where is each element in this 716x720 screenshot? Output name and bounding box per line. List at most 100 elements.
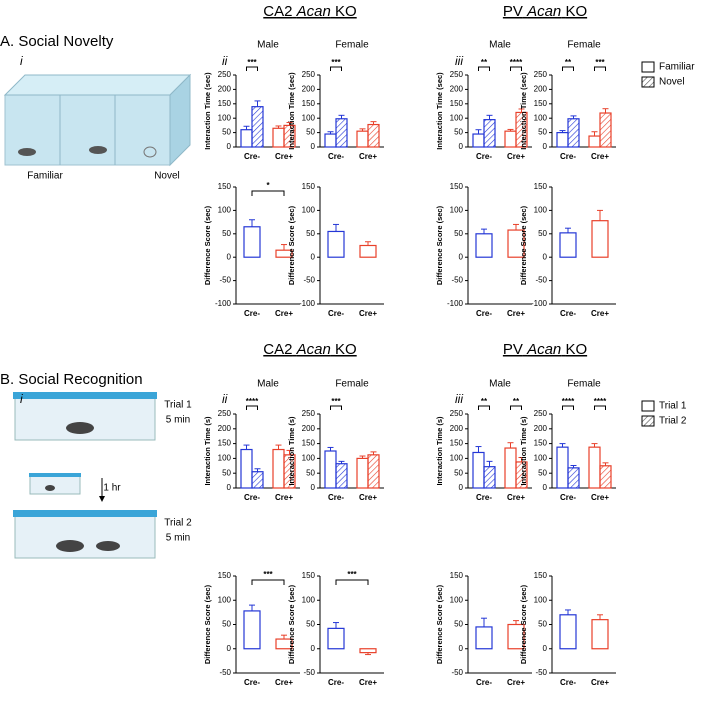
significance-label: ** bbox=[481, 58, 488, 67]
legend-label: Trial 1 bbox=[659, 401, 687, 412]
y-axis-label: Difference Score (sec) bbox=[287, 205, 296, 285]
significance-bracket bbox=[594, 405, 606, 410]
bar bbox=[240, 129, 253, 148]
y-tick-label: 0 bbox=[543, 644, 548, 653]
y-tick-label: 50 bbox=[222, 620, 231, 629]
bar bbox=[251, 106, 264, 148]
bar bbox=[599, 465, 612, 489]
group-title-part: KO bbox=[565, 3, 587, 20]
y-tick-label: 100 bbox=[534, 454, 548, 463]
y-tick-label: 150 bbox=[450, 99, 464, 108]
significance-bracket bbox=[510, 405, 522, 410]
significance-bracket bbox=[594, 66, 606, 71]
x-tick-label: Cre- bbox=[244, 152, 260, 161]
y-tick-label: 200 bbox=[534, 85, 548, 94]
bar bbox=[324, 450, 337, 489]
illustration-label: 5 min bbox=[166, 415, 190, 426]
significance-label: ** bbox=[565, 58, 572, 67]
significance-label: ** bbox=[513, 397, 520, 406]
y-axis-label: Interaction Time (s) bbox=[519, 416, 528, 486]
significance-label: *** bbox=[347, 570, 357, 579]
y-tick-label: -100 bbox=[215, 299, 232, 308]
bar bbox=[483, 466, 496, 489]
bar bbox=[567, 467, 580, 489]
panel-label: ii bbox=[222, 54, 228, 68]
y-axis-label: Interaction Time (sec) bbox=[287, 72, 296, 150]
y-tick-label: 100 bbox=[218, 595, 232, 604]
group-title-part: CA2 bbox=[263, 341, 292, 358]
three-chamber-illustration bbox=[3, 73, 192, 167]
bar bbox=[559, 614, 577, 650]
x-tick-label: Cre- bbox=[328, 152, 344, 161]
bar bbox=[356, 130, 369, 148]
legend-label: Trial 2 bbox=[659, 416, 687, 427]
y-axis-label: Difference Score (sec) bbox=[519, 205, 528, 285]
significance-label: * bbox=[266, 181, 270, 190]
y-tick-label: 200 bbox=[218, 85, 232, 94]
y-tick-label: 0 bbox=[311, 483, 316, 492]
y-tick-label: 0 bbox=[543, 142, 548, 151]
bar bbox=[272, 127, 285, 148]
y-tick-label: 100 bbox=[302, 454, 316, 463]
illustration-label: Familiar bbox=[27, 171, 63, 182]
x-tick-label: Cre+ bbox=[591, 152, 609, 161]
y-axis-label: Difference Score (sec) bbox=[435, 584, 444, 664]
y-tick-label: 50 bbox=[538, 128, 547, 137]
significance-label: *** bbox=[247, 58, 257, 67]
significance-bracket bbox=[330, 405, 342, 410]
x-tick-label: Cre+ bbox=[359, 152, 377, 161]
x-tick-label: Cre- bbox=[560, 493, 576, 502]
bar bbox=[559, 232, 577, 258]
y-tick-label: 250 bbox=[218, 409, 232, 418]
y-tick-label: 150 bbox=[534, 571, 548, 580]
y-tick-label: 100 bbox=[218, 206, 232, 215]
y-tick-label: -100 bbox=[299, 299, 316, 308]
y-tick-label: 0 bbox=[459, 142, 464, 151]
chart-subtitle: Female bbox=[567, 379, 601, 390]
y-tick-label: 100 bbox=[534, 206, 548, 215]
bar bbox=[556, 132, 569, 148]
y-tick-label: 0 bbox=[543, 483, 548, 492]
bar bbox=[367, 123, 380, 148]
bar bbox=[367, 454, 380, 489]
significance-bracket bbox=[246, 405, 258, 410]
y-tick-label: 50 bbox=[222, 128, 231, 137]
y-tick-label: 0 bbox=[311, 142, 316, 151]
bar bbox=[567, 118, 580, 148]
y-tick-label: 150 bbox=[302, 99, 316, 108]
y-axis-label: Interaction Time (s) bbox=[435, 416, 444, 486]
y-tick-label: 250 bbox=[450, 70, 464, 79]
chart-subtitle: Male bbox=[489, 379, 511, 390]
y-tick-label: -100 bbox=[447, 299, 464, 308]
x-tick-label: Cre+ bbox=[275, 493, 293, 502]
group-title-part: Acan bbox=[296, 3, 331, 20]
panel-label: i bbox=[20, 54, 23, 68]
significance-bracket bbox=[330, 66, 342, 71]
illustration-label: Trial 2 bbox=[164, 518, 192, 529]
y-tick-label: 100 bbox=[534, 113, 548, 122]
y-tick-label: 100 bbox=[450, 454, 464, 463]
significance-label: **** bbox=[594, 397, 607, 406]
bar bbox=[483, 119, 496, 148]
group-title-part: CA2 bbox=[263, 3, 292, 20]
x-tick-label: Cre+ bbox=[507, 309, 525, 318]
group-title-part: Acan bbox=[526, 341, 561, 358]
bar bbox=[472, 451, 485, 489]
x-tick-label: Cre- bbox=[244, 493, 260, 502]
bar bbox=[556, 446, 569, 489]
y-tick-label: 200 bbox=[302, 424, 316, 433]
y-tick-label: 0 bbox=[227, 644, 232, 653]
y-tick-label: 250 bbox=[302, 70, 316, 79]
y-tick-label: 200 bbox=[534, 424, 548, 433]
y-tick-label: 50 bbox=[538, 229, 547, 238]
y-tick-label: -50 bbox=[303, 668, 315, 677]
bar bbox=[472, 133, 485, 148]
y-axis-label: Difference Score (sec) bbox=[203, 584, 212, 664]
y-tick-label: 0 bbox=[459, 483, 464, 492]
bar bbox=[335, 463, 348, 489]
bar bbox=[591, 619, 609, 650]
legend-label: Novel bbox=[659, 77, 685, 88]
x-tick-label: Cre- bbox=[476, 678, 492, 687]
significance-label: **** bbox=[246, 397, 259, 406]
